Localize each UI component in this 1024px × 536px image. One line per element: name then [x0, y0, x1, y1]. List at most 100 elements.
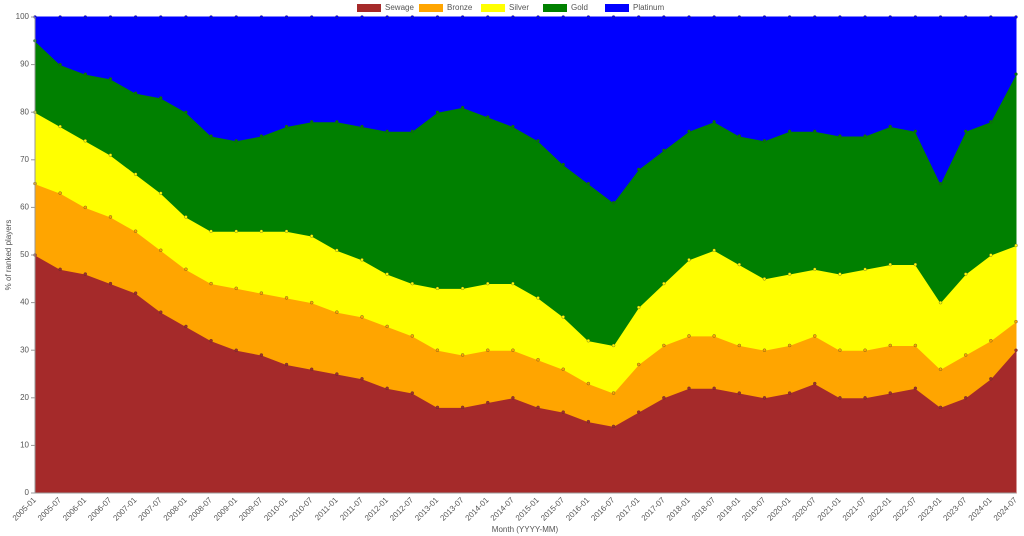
- data-point: [787, 15, 792, 19]
- data-point: [435, 286, 440, 290]
- data-point: [435, 405, 440, 409]
- data-point: [863, 396, 867, 400]
- data-point: [737, 343, 741, 348]
- data-point: [108, 77, 113, 81]
- data-point: [460, 405, 465, 409]
- data-point: [586, 419, 591, 424]
- data-point: [762, 15, 767, 19]
- x-tick-label: 2014-07: [489, 495, 517, 523]
- data-point: [863, 134, 867, 138]
- legend-swatch: [543, 4, 567, 12]
- data-point: [938, 15, 943, 19]
- data-point: [938, 367, 943, 371]
- data-point: [964, 353, 968, 357]
- data-point: [989, 253, 993, 257]
- x-tick-label: 2015-07: [539, 495, 567, 523]
- data-point: [838, 348, 842, 352]
- data-point: [486, 348, 490, 352]
- x-tick-label: 2012-07: [388, 495, 416, 523]
- data-point: [838, 134, 842, 138]
- data-point: [133, 172, 138, 176]
- x-tick-label: 2022-01: [866, 495, 894, 523]
- x-tick-label: 2012-01: [363, 495, 391, 523]
- data-point: [536, 15, 540, 19]
- data-point: [813, 15, 817, 19]
- data-point: [989, 15, 993, 19]
- data-point: [737, 15, 741, 19]
- x-tick-label: 2010-01: [262, 495, 290, 523]
- y-tick-label: 30: [20, 345, 29, 354]
- x-tick-label: 2007-01: [111, 495, 139, 523]
- data-point: [938, 405, 943, 409]
- x-tick-label: 2008-07: [187, 495, 215, 523]
- data-point: [637, 410, 641, 414]
- data-point: [737, 391, 741, 395]
- x-tick-label: 2015-01: [514, 495, 542, 523]
- x-tick-label: 2021-01: [816, 495, 844, 523]
- data-point: [108, 281, 113, 286]
- data-point: [787, 343, 792, 348]
- data-point: [712, 248, 716, 252]
- data-point: [435, 110, 440, 114]
- x-tick-label: 2014-01: [464, 495, 492, 523]
- data-point: [385, 324, 389, 329]
- data-point: [184, 324, 188, 329]
- data-point: [813, 267, 817, 271]
- data-point: [838, 15, 842, 19]
- data-point: [938, 181, 943, 186]
- x-tick-label: 2023-07: [941, 495, 969, 523]
- data-point: [83, 272, 87, 276]
- y-axis-title: % of ranked players: [4, 220, 13, 291]
- data-point: [964, 129, 968, 133]
- data-point: [284, 229, 289, 233]
- data-point: [234, 139, 238, 143]
- data-point: [611, 424, 616, 429]
- data-point: [1014, 348, 1018, 352]
- data-point: [259, 229, 264, 233]
- x-tick-label: 2009-07: [237, 495, 265, 523]
- data-point: [762, 348, 767, 352]
- data-point: [662, 148, 666, 152]
- data-point: [637, 15, 641, 19]
- data-point: [687, 334, 691, 338]
- data-point: [234, 229, 238, 233]
- data-point: [335, 310, 339, 314]
- data-point: [360, 15, 364, 19]
- x-tick-label: 2018-01: [665, 495, 693, 523]
- data-point: [561, 410, 565, 414]
- data-point: [209, 339, 213, 343]
- data-point: [586, 15, 591, 19]
- data-point: [813, 334, 817, 338]
- y-tick-label: 80: [20, 107, 29, 116]
- data-point: [687, 15, 691, 19]
- data-point: [611, 391, 616, 395]
- data-point: [511, 124, 515, 129]
- data-point: [310, 300, 314, 305]
- data-point: [913, 129, 918, 133]
- data-point: [762, 139, 767, 143]
- data-point: [133, 291, 138, 295]
- data-point: [335, 120, 339, 124]
- x-tick-label: 2016-07: [589, 495, 617, 523]
- data-point: [888, 391, 892, 395]
- data-point: [913, 15, 918, 19]
- data-point: [58, 15, 62, 19]
- data-point: [712, 334, 716, 338]
- y-tick-label: 90: [20, 60, 29, 69]
- y-tick-label: 50: [20, 250, 29, 259]
- data-point: [1014, 72, 1018, 76]
- data-point: [687, 129, 691, 133]
- x-tick-label: 2009-01: [212, 495, 240, 523]
- data-point: [184, 110, 188, 114]
- data-point: [385, 272, 389, 276]
- legend-label: Gold: [571, 3, 588, 12]
- data-point: [888, 262, 892, 267]
- data-point: [913, 262, 918, 267]
- x-tick-label: 2017-07: [640, 495, 668, 523]
- data-point: [586, 181, 591, 186]
- data-point: [486, 400, 490, 405]
- x-tick-label: 2007-07: [137, 495, 165, 523]
- data-point: [209, 15, 213, 19]
- data-point: [234, 348, 238, 352]
